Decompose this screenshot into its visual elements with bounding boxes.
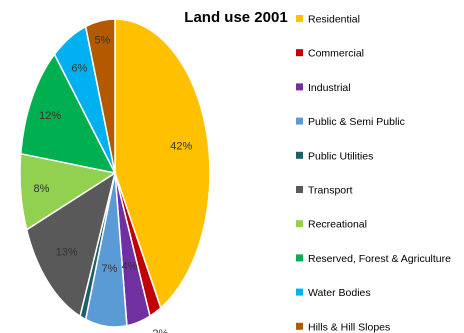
pie-slice-hills-and-hill-slopes xyxy=(84,18,116,174)
slice-label-recreational: 8% xyxy=(34,183,50,195)
legend-label-public-and-semi-public: Public & Semi Public xyxy=(308,116,405,128)
legend-swatch-public-utilities xyxy=(296,151,303,159)
legend-label-recreational: Recreational xyxy=(308,219,367,231)
slice-label-public-and-semi-public: 7% xyxy=(102,263,118,275)
legend-swatch-reserved-forest-and-agriculture xyxy=(296,254,303,262)
pie-slices xyxy=(19,18,211,328)
legend-label-commercial: Commercial xyxy=(308,48,364,60)
legend-swatch-transport xyxy=(296,186,303,193)
legend-label-water-bodies: Water Bodies xyxy=(308,287,371,299)
legend-swatch-commercial xyxy=(296,49,303,57)
legend-swatch-water-bodies xyxy=(296,288,303,296)
pie-slice-labels: 42%2%4%7%1%13%8%12%6%5% xyxy=(34,35,193,333)
slice-label-residential: 42% xyxy=(170,140,192,152)
legend-label-reserved-forest-and-agriculture: Reserved, Forest & Agriculture xyxy=(308,253,451,265)
legend-swatch-hills-and-hill-slopes xyxy=(296,322,303,330)
legend-label-public-utilities: Public Utilities xyxy=(308,150,373,162)
slice-label-reserved-forest-and-agriculture: 12% xyxy=(39,110,61,122)
slice-label-water-bodies: 6% xyxy=(71,63,87,75)
legend-swatch-recreational xyxy=(296,220,303,228)
legend-swatch-industrial xyxy=(296,83,303,91)
legend-label-transport: Transport xyxy=(308,185,353,197)
legend-swatch-residential xyxy=(296,15,303,22)
slice-label-hills-and-hill-slopes: 5% xyxy=(94,35,110,47)
pie-slice-residential xyxy=(114,18,211,310)
pie-slice-transport xyxy=(25,171,117,318)
legend-label-hills-and-hill-slopes: Hills & Hill Slopes xyxy=(308,321,390,333)
slice-label-commercial: 2% xyxy=(152,328,168,333)
legend-label-industrial: Industrial xyxy=(308,82,351,94)
slice-label-industrial: 4% xyxy=(122,261,138,273)
pie-slice-reserved-forest-and-agriculture xyxy=(19,52,117,175)
legend-label-residential: Residential xyxy=(308,14,360,26)
slice-label-transport: 13% xyxy=(56,246,78,258)
legend: Residential Commercial Industrial Public & … xyxy=(296,14,451,333)
chart-title: Land use 2001 xyxy=(184,9,287,26)
legend-swatch-public-and-semi-public xyxy=(296,117,303,125)
